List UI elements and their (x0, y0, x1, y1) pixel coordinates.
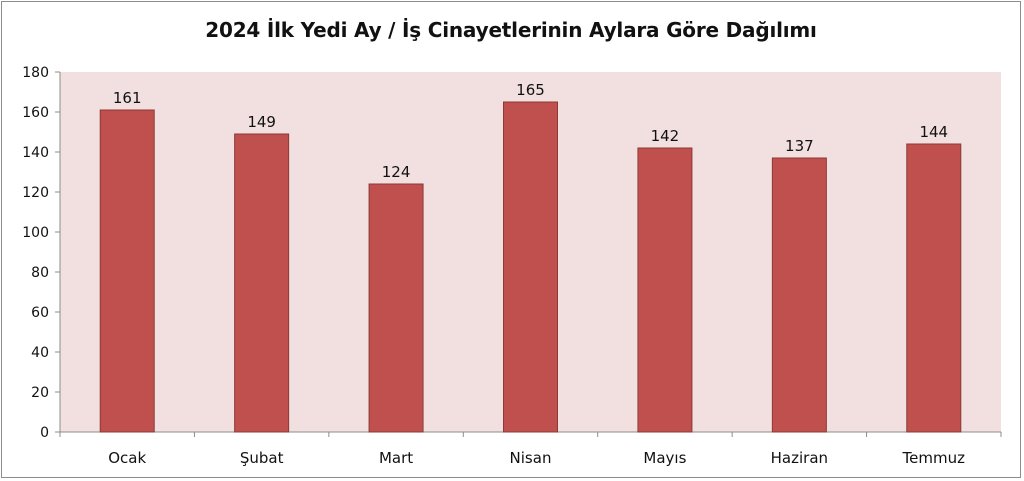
bar (771, 157, 827, 433)
y-tick-label: 120 (22, 185, 49, 201)
data-label: 149 (247, 113, 276, 131)
data-label: 142 (651, 127, 680, 145)
data-label: 165 (516, 81, 545, 99)
data-labels: 161 149 124 165 142 137 144 (113, 81, 948, 181)
y-tick-label: 40 (31, 345, 49, 361)
bar (637, 147, 693, 433)
data-label: 161 (113, 89, 142, 107)
y-axis: 0 20 40 60 80 100 120 140 160 180 (22, 65, 61, 441)
bar (503, 101, 558, 433)
data-label: 124 (382, 163, 411, 181)
chart-title: 2024 İlk Yedi Ay / İş Cinayetlerinin Ayl… (205, 18, 817, 42)
bars (99, 101, 962, 433)
x-tick-label: Temmuz (902, 449, 966, 467)
data-label: 144 (919, 123, 948, 141)
data-label: 137 (785, 137, 814, 155)
y-tick-label: 160 (22, 105, 49, 121)
y-tick-label: 180 (22, 65, 49, 81)
x-tick-label: Şubat (240, 449, 284, 467)
y-tick-label: 80 (31, 265, 49, 281)
x-tick-label: Nisan (510, 449, 552, 467)
x-tick-label: Haziran (771, 449, 828, 467)
y-tick-label: 0 (40, 425, 49, 441)
x-tick-label: Mayıs (643, 449, 686, 467)
bar (906, 143, 962, 433)
y-tick-label: 60 (31, 305, 49, 321)
x-tick-label: Ocak (108, 449, 146, 467)
x-axis: Ocak Şubat Mart Nisan Mayıs Haziran Temmuz (59, 431, 1002, 467)
bar (99, 109, 155, 433)
bar (368, 183, 424, 433)
x-tick-label: Mart (379, 449, 413, 467)
bar (234, 133, 290, 433)
y-tick-label: 100 (22, 225, 49, 241)
y-tick-label: 20 (31, 385, 49, 401)
y-tick-label: 140 (22, 145, 49, 161)
